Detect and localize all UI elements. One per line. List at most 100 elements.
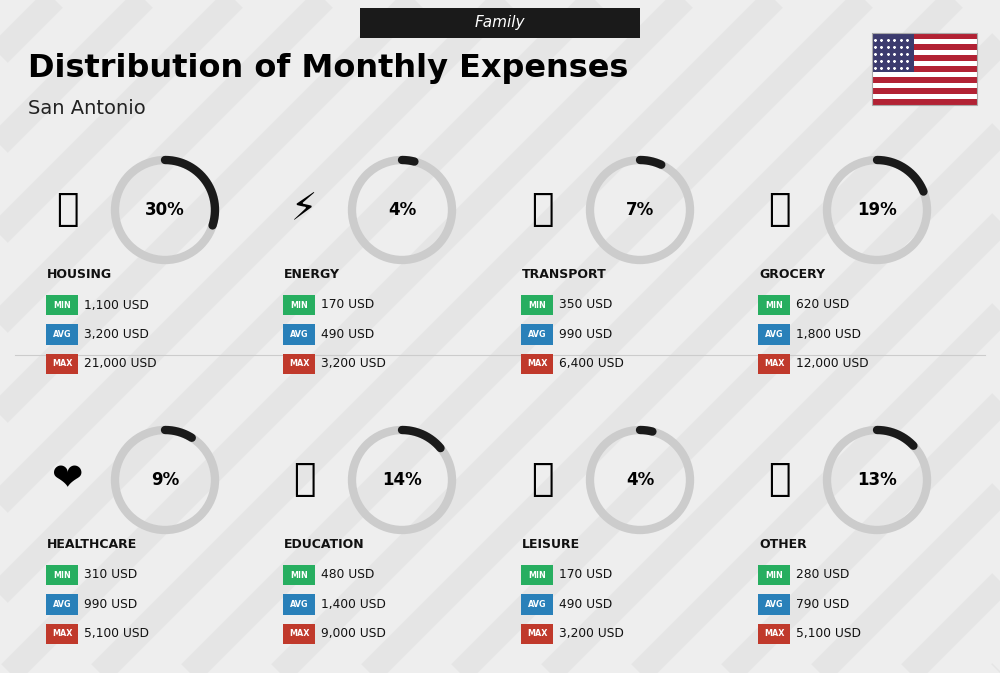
Text: 7%: 7%: [626, 201, 654, 219]
FancyBboxPatch shape: [872, 72, 977, 77]
Text: 480 USD: 480 USD: [321, 569, 374, 581]
Text: MIN: MIN: [528, 571, 546, 579]
FancyBboxPatch shape: [46, 624, 78, 644]
Text: 🎓: 🎓: [293, 462, 315, 498]
Text: 3,200 USD: 3,200 USD: [84, 328, 149, 341]
Text: AVG: AVG: [528, 600, 546, 609]
Text: 620 USD: 620 USD: [796, 299, 849, 312]
Text: MIN: MIN: [290, 571, 308, 579]
Text: MAX: MAX: [527, 629, 547, 639]
Text: 310 USD: 310 USD: [84, 569, 137, 581]
Text: 🛒: 🛒: [768, 192, 790, 228]
FancyBboxPatch shape: [46, 295, 78, 315]
Text: 4%: 4%: [388, 201, 416, 219]
FancyBboxPatch shape: [360, 8, 640, 38]
Text: MAX: MAX: [289, 629, 309, 639]
FancyBboxPatch shape: [872, 33, 977, 38]
Text: OTHER: OTHER: [759, 538, 807, 551]
Text: 3,200 USD: 3,200 USD: [321, 357, 386, 371]
FancyBboxPatch shape: [872, 61, 977, 66]
FancyBboxPatch shape: [46, 324, 78, 345]
Text: 1,400 USD: 1,400 USD: [321, 598, 386, 611]
Text: 1,100 USD: 1,100 USD: [84, 299, 149, 312]
Text: HOUSING: HOUSING: [47, 267, 112, 281]
Text: San Antonio: San Antonio: [28, 98, 146, 118]
Text: 280 USD: 280 USD: [796, 569, 849, 581]
Text: AVG: AVG: [290, 600, 308, 609]
Text: MAX: MAX: [764, 629, 784, 639]
FancyBboxPatch shape: [872, 50, 977, 55]
Text: AVG: AVG: [765, 330, 783, 339]
Text: AVG: AVG: [53, 330, 71, 339]
FancyBboxPatch shape: [283, 324, 315, 345]
FancyBboxPatch shape: [46, 594, 78, 614]
Text: MIN: MIN: [765, 301, 783, 310]
Text: 9,000 USD: 9,000 USD: [321, 627, 386, 641]
Text: ENERGY: ENERGY: [284, 267, 340, 281]
Text: 30%: 30%: [145, 201, 185, 219]
Text: 990 USD: 990 USD: [559, 328, 612, 341]
FancyBboxPatch shape: [872, 83, 977, 88]
Text: Family: Family: [475, 15, 525, 30]
Text: MAX: MAX: [52, 629, 72, 639]
FancyBboxPatch shape: [521, 594, 553, 614]
Text: MIN: MIN: [765, 571, 783, 579]
FancyBboxPatch shape: [758, 594, 790, 614]
Text: 490 USD: 490 USD: [321, 328, 374, 341]
Text: 790 USD: 790 USD: [796, 598, 849, 611]
Text: ❤: ❤: [51, 462, 83, 498]
Text: MIN: MIN: [290, 301, 308, 310]
Text: 🛍: 🛍: [531, 462, 553, 498]
Text: 💰: 💰: [768, 462, 790, 498]
FancyBboxPatch shape: [521, 624, 553, 644]
FancyBboxPatch shape: [46, 354, 78, 374]
Text: 4%: 4%: [626, 471, 654, 489]
FancyBboxPatch shape: [758, 295, 790, 315]
FancyBboxPatch shape: [758, 324, 790, 345]
FancyBboxPatch shape: [758, 354, 790, 374]
Text: MAX: MAX: [289, 359, 309, 369]
Text: 19%: 19%: [857, 201, 897, 219]
Text: AVG: AVG: [290, 330, 308, 339]
FancyBboxPatch shape: [872, 66, 977, 72]
Text: 990 USD: 990 USD: [84, 598, 137, 611]
FancyBboxPatch shape: [872, 33, 914, 72]
Text: MIN: MIN: [528, 301, 546, 310]
Text: 🏢: 🏢: [56, 192, 78, 228]
Text: 5,100 USD: 5,100 USD: [796, 627, 861, 641]
FancyBboxPatch shape: [283, 594, 315, 614]
FancyBboxPatch shape: [872, 38, 977, 44]
FancyBboxPatch shape: [872, 55, 977, 61]
FancyBboxPatch shape: [872, 44, 977, 50]
FancyBboxPatch shape: [521, 565, 553, 586]
FancyBboxPatch shape: [521, 324, 553, 345]
FancyBboxPatch shape: [283, 565, 315, 586]
Text: MAX: MAX: [52, 359, 72, 369]
Text: TRANSPORT: TRANSPORT: [522, 267, 607, 281]
FancyBboxPatch shape: [521, 354, 553, 374]
Text: 6,400 USD: 6,400 USD: [559, 357, 624, 371]
Text: 🚌: 🚌: [531, 192, 553, 228]
FancyBboxPatch shape: [872, 88, 977, 94]
FancyBboxPatch shape: [521, 295, 553, 315]
FancyBboxPatch shape: [283, 354, 315, 374]
Text: ⚡: ⚡: [291, 192, 317, 228]
FancyBboxPatch shape: [872, 77, 977, 83]
FancyBboxPatch shape: [872, 100, 977, 105]
Text: GROCERY: GROCERY: [759, 267, 825, 281]
Text: 9%: 9%: [151, 471, 179, 489]
FancyBboxPatch shape: [872, 94, 977, 100]
FancyBboxPatch shape: [283, 624, 315, 644]
Text: HEALTHCARE: HEALTHCARE: [47, 538, 137, 551]
Text: 14%: 14%: [382, 471, 422, 489]
Text: 350 USD: 350 USD: [559, 299, 612, 312]
Text: 3,200 USD: 3,200 USD: [559, 627, 624, 641]
Text: 5,100 USD: 5,100 USD: [84, 627, 149, 641]
Text: EDUCATION: EDUCATION: [284, 538, 365, 551]
FancyBboxPatch shape: [46, 565, 78, 586]
FancyBboxPatch shape: [283, 295, 315, 315]
Text: Distribution of Monthly Expenses: Distribution of Monthly Expenses: [28, 52, 628, 83]
Text: 13%: 13%: [857, 471, 897, 489]
Text: LEISURE: LEISURE: [522, 538, 580, 551]
Text: 170 USD: 170 USD: [559, 569, 612, 581]
